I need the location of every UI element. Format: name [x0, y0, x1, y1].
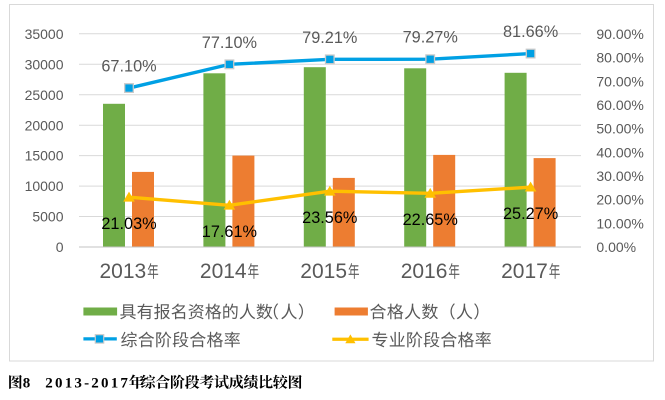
svg-text:20.00%: 20.00% [596, 192, 643, 208]
svg-text:77.10%: 77.10% [202, 34, 257, 52]
svg-text:67.10%: 67.10% [101, 57, 156, 75]
svg-text:2015: 2015 [300, 260, 347, 283]
svg-text:2016: 2016 [401, 260, 448, 283]
svg-text:80.00%: 80.00% [596, 50, 643, 66]
svg-text:10.00%: 10.00% [596, 215, 643, 231]
svg-text:2017: 2017 [501, 260, 548, 283]
svg-text:35000: 35000 [25, 26, 64, 42]
svg-text:70.00%: 70.00% [596, 73, 643, 89]
svg-text:50.00%: 50.00% [596, 121, 643, 137]
svg-text:30000: 30000 [25, 56, 64, 72]
svg-text:25000: 25000 [25, 87, 64, 103]
svg-text:81.66%: 81.66% [503, 23, 558, 41]
svg-text:0: 0 [56, 239, 64, 255]
svg-text:20000: 20000 [25, 117, 64, 133]
svg-text:8: 8 [23, 376, 31, 392]
svg-text:15000: 15000 [25, 148, 64, 164]
svg-text:79.27%: 79.27% [403, 29, 458, 47]
svg-text:21.03%: 21.03% [101, 215, 156, 233]
svg-text:25.27%: 25.27% [503, 205, 558, 223]
svg-text:0.00%: 0.00% [596, 239, 636, 255]
svg-text:22.65%: 22.65% [403, 211, 458, 229]
svg-text:79.21%: 79.21% [302, 29, 357, 47]
svg-text:90.00%: 90.00% [596, 26, 643, 42]
svg-text:2013-2017: 2013-2017 [45, 376, 130, 392]
svg-text:40.00%: 40.00% [596, 144, 643, 160]
svg-text:17.61%: 17.61% [202, 223, 257, 241]
svg-text:30.00%: 30.00% [596, 168, 643, 184]
svg-text:10000: 10000 [25, 178, 64, 194]
svg-text:2014: 2014 [200, 260, 247, 283]
svg-text:23.56%: 23.56% [302, 209, 357, 227]
svg-text:5000: 5000 [32, 209, 63, 225]
svg-text:60.00%: 60.00% [596, 97, 643, 113]
svg-text:2013: 2013 [100, 260, 147, 283]
